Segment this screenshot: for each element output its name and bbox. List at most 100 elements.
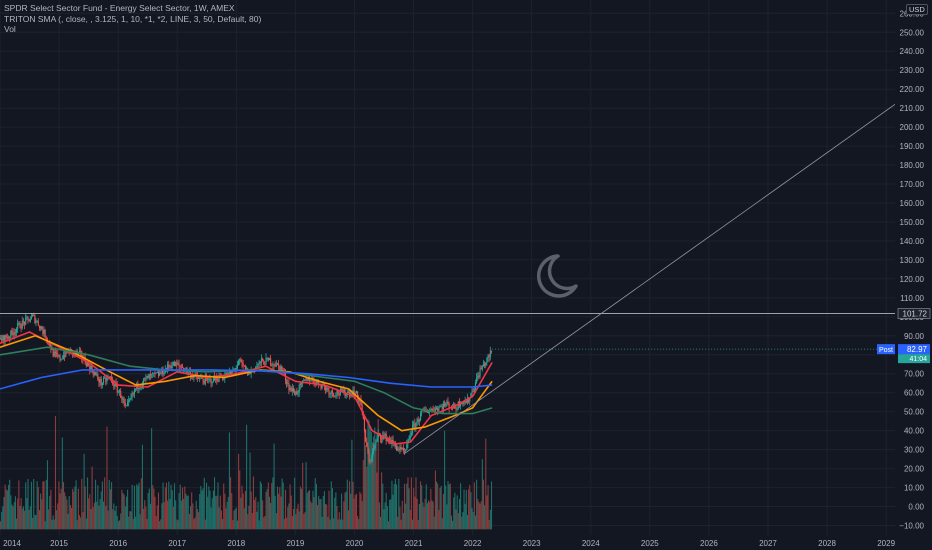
candle-body [375, 441, 377, 447]
candle-body [105, 377, 107, 382]
volume-bar [289, 484, 291, 530]
volume-bar [247, 514, 249, 530]
volume-bar [59, 493, 61, 530]
candle-body [32, 314, 34, 317]
volume-bar [432, 501, 434, 530]
candle-body [168, 364, 170, 368]
volume-bar [329, 519, 331, 530]
indicator-title[interactable]: TRITON SMA (, close, , 3.125, 1, 10, *1,… [4, 13, 262, 24]
volume-bar [376, 472, 378, 530]
volume-bar [101, 481, 103, 530]
volume-bar [417, 519, 419, 530]
price-tick-label: 230.00 [900, 66, 925, 75]
volume-bar [337, 519, 339, 530]
volume-bar [116, 516, 118, 530]
candle-body [476, 377, 478, 383]
candle-body [469, 397, 471, 402]
volume-bar [141, 444, 144, 530]
candle-body [16, 328, 18, 333]
volume-bar [295, 514, 297, 530]
volume-bar [278, 493, 280, 530]
volume-bar [302, 462, 304, 530]
trend-line[interactable] [404, 104, 896, 454]
volume-bar [99, 499, 101, 530]
candle-body [376, 437, 378, 442]
candle-body [4, 335, 6, 342]
volume-bar [211, 498, 213, 530]
candle-body [17, 323, 19, 329]
volume-bar [186, 495, 188, 530]
volume-bar [148, 488, 150, 530]
volume-bar [96, 501, 98, 530]
candle-body [259, 361, 261, 364]
volume-bar [125, 496, 127, 530]
volume-bar [286, 517, 288, 530]
volume-bar [453, 497, 455, 530]
candle-body [216, 376, 218, 381]
candle-body [240, 359, 242, 363]
volume-bar [50, 489, 52, 530]
volume-title[interactable]: Vol [4, 24, 16, 34]
volume-bar [251, 513, 253, 530]
candle-body [159, 372, 161, 376]
post-price-badge [898, 344, 930, 355]
volume-bar [436, 481, 438, 530]
time-axis[interactable]: 2014 2015 2016 2017 2018 2019 2020 2021 2022 2023… [0, 535, 932, 550]
candle-body [392, 439, 394, 443]
volume-bar [437, 483, 439, 530]
currency-badge[interactable]: USD [906, 4, 928, 15]
volume-bar [489, 509, 491, 530]
candle-body [33, 314, 35, 316]
volume-bar [45, 479, 47, 530]
volume-bar [135, 516, 137, 530]
volume-bar [291, 516, 293, 530]
candle-body [38, 325, 41, 329]
volume-bar [466, 514, 469, 530]
volume-bar [235, 507, 237, 530]
volume-bar [258, 520, 260, 530]
candle-body [321, 384, 323, 389]
candle-body [271, 364, 273, 366]
volume-bar [238, 453, 240, 530]
volume-bar [17, 498, 19, 530]
volume-bar [379, 516, 382, 530]
candle-body [12, 332, 14, 335]
candle-body [29, 319, 31, 322]
volume-bar [389, 499, 391, 530]
candle-body [359, 399, 361, 402]
volume-bar [464, 503, 466, 530]
volume-bar [344, 492, 346, 530]
symbol-title[interactable]: SPDR Select Sector Fund - Energy Select … [4, 3, 235, 13]
candle-body [215, 376, 217, 380]
volume-bar [168, 481, 170, 530]
candle-body [156, 371, 158, 373]
candle-body [457, 401, 459, 409]
candle-body [78, 350, 81, 353]
candle-body [266, 357, 268, 359]
volume-bar [156, 505, 158, 530]
volume-bar [306, 493, 308, 530]
candle-body [345, 394, 347, 397]
volume-bar [276, 486, 279, 530]
volume-bar [124, 506, 126, 530]
candle-body [409, 435, 411, 440]
candle-body [218, 374, 220, 382]
candle-body [343, 388, 345, 393]
volume-bar [14, 496, 16, 530]
price-axis[interactable]: 260.00250.00240.00230.00220.00210.00200.… [895, 0, 932, 550]
volume-bar [48, 509, 50, 530]
candle-body [460, 402, 462, 407]
volume-bar [460, 483, 462, 530]
candle-body [98, 379, 100, 383]
candle-body [236, 365, 238, 368]
candle-body [193, 376, 195, 378]
candle-body [179, 365, 181, 367]
hline-badge [897, 308, 931, 319]
candle-body [414, 423, 416, 428]
volume-bar [38, 510, 41, 530]
volume-bar [20, 498, 22, 530]
candle-body [410, 432, 412, 436]
volume-bar [381, 472, 383, 530]
volume-bar [1, 511, 3, 530]
